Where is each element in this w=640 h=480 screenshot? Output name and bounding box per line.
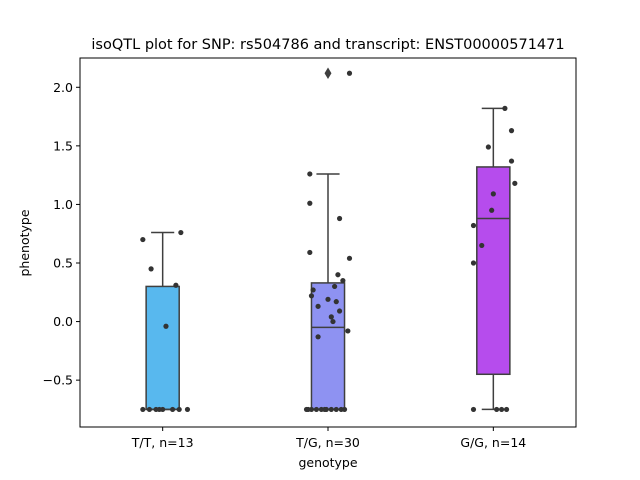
box-group bbox=[310, 67, 346, 411]
data-point bbox=[341, 406, 348, 413]
data-point bbox=[140, 406, 146, 413]
box-iqr bbox=[476, 166, 511, 376]
data-point bbox=[308, 293, 315, 299]
outlier-marker bbox=[324, 67, 332, 80]
box-group bbox=[476, 107, 511, 411]
data-point bbox=[325, 296, 331, 302]
data-point bbox=[470, 406, 477, 413]
data-point bbox=[148, 266, 154, 272]
data-point bbox=[494, 406, 500, 413]
data-point bbox=[307, 200, 313, 206]
data-point bbox=[308, 406, 315, 413]
data-point bbox=[333, 299, 339, 305]
data-point bbox=[163, 323, 169, 329]
data-point bbox=[485, 144, 491, 150]
data-point bbox=[140, 236, 146, 243]
data-point bbox=[499, 406, 505, 413]
data-point bbox=[335, 272, 341, 278]
data-point bbox=[346, 255, 353, 261]
data-point bbox=[156, 406, 162, 413]
y-tick-label: 0.5 bbox=[53, 256, 73, 271]
data-point bbox=[146, 406, 153, 413]
data-point bbox=[336, 215, 343, 222]
data-point bbox=[490, 191, 496, 197]
data-point bbox=[328, 314, 334, 320]
x-axis-label: genotype bbox=[298, 455, 357, 470]
data-point bbox=[345, 328, 351, 334]
y-tick-label: −0.5 bbox=[43, 373, 73, 388]
data-point bbox=[303, 406, 310, 413]
y-axis-label: phenotype bbox=[17, 209, 32, 276]
data-point bbox=[307, 249, 313, 256]
box-iqr bbox=[145, 285, 180, 411]
data-point bbox=[169, 406, 176, 413]
data-point bbox=[470, 260, 477, 266]
data-point bbox=[333, 406, 339, 413]
y-tick-label: 2.0 bbox=[53, 80, 73, 95]
data-point bbox=[313, 406, 320, 413]
box-group bbox=[145, 231, 180, 411]
data-point bbox=[315, 334, 321, 340]
data-point bbox=[508, 128, 515, 134]
data-point bbox=[330, 318, 336, 325]
data-point bbox=[307, 171, 313, 177]
data-point bbox=[512, 180, 518, 186]
data-point bbox=[502, 105, 508, 111]
data-point bbox=[346, 70, 353, 76]
data-point bbox=[479, 242, 485, 249]
x-tick-label: G/G, n=14 bbox=[460, 435, 526, 450]
data-point bbox=[508, 158, 515, 164]
data-point bbox=[328, 406, 334, 413]
data-point bbox=[173, 282, 179, 288]
x-tick-label: T/T, n=13 bbox=[131, 435, 194, 450]
data-point bbox=[503, 406, 510, 413]
data-point bbox=[310, 287, 316, 293]
y-tick-label: 1.0 bbox=[53, 197, 73, 212]
data-point bbox=[489, 207, 495, 213]
data-point bbox=[178, 229, 184, 236]
data-point bbox=[315, 303, 321, 309]
data-point bbox=[470, 222, 477, 229]
data-point bbox=[332, 283, 338, 290]
y-tick-label: 0.0 bbox=[53, 314, 73, 329]
y-tick-label: 1.5 bbox=[53, 138, 73, 153]
data-point bbox=[322, 406, 328, 413]
data-point bbox=[336, 308, 343, 314]
data-point bbox=[340, 277, 346, 284]
data-point bbox=[184, 406, 191, 413]
plot-area: −0.5 0.0 0.5 1.0 1.5 2.0 T/T, n=13 T/G, n=30 G/G… bbox=[43, 57, 577, 450]
chart-title: isoQTL plot for SNP: rs504786 and transc… bbox=[91, 37, 564, 53]
x-tick-label: T/G, n=30 bbox=[295, 435, 360, 450]
data-point bbox=[176, 406, 182, 413]
